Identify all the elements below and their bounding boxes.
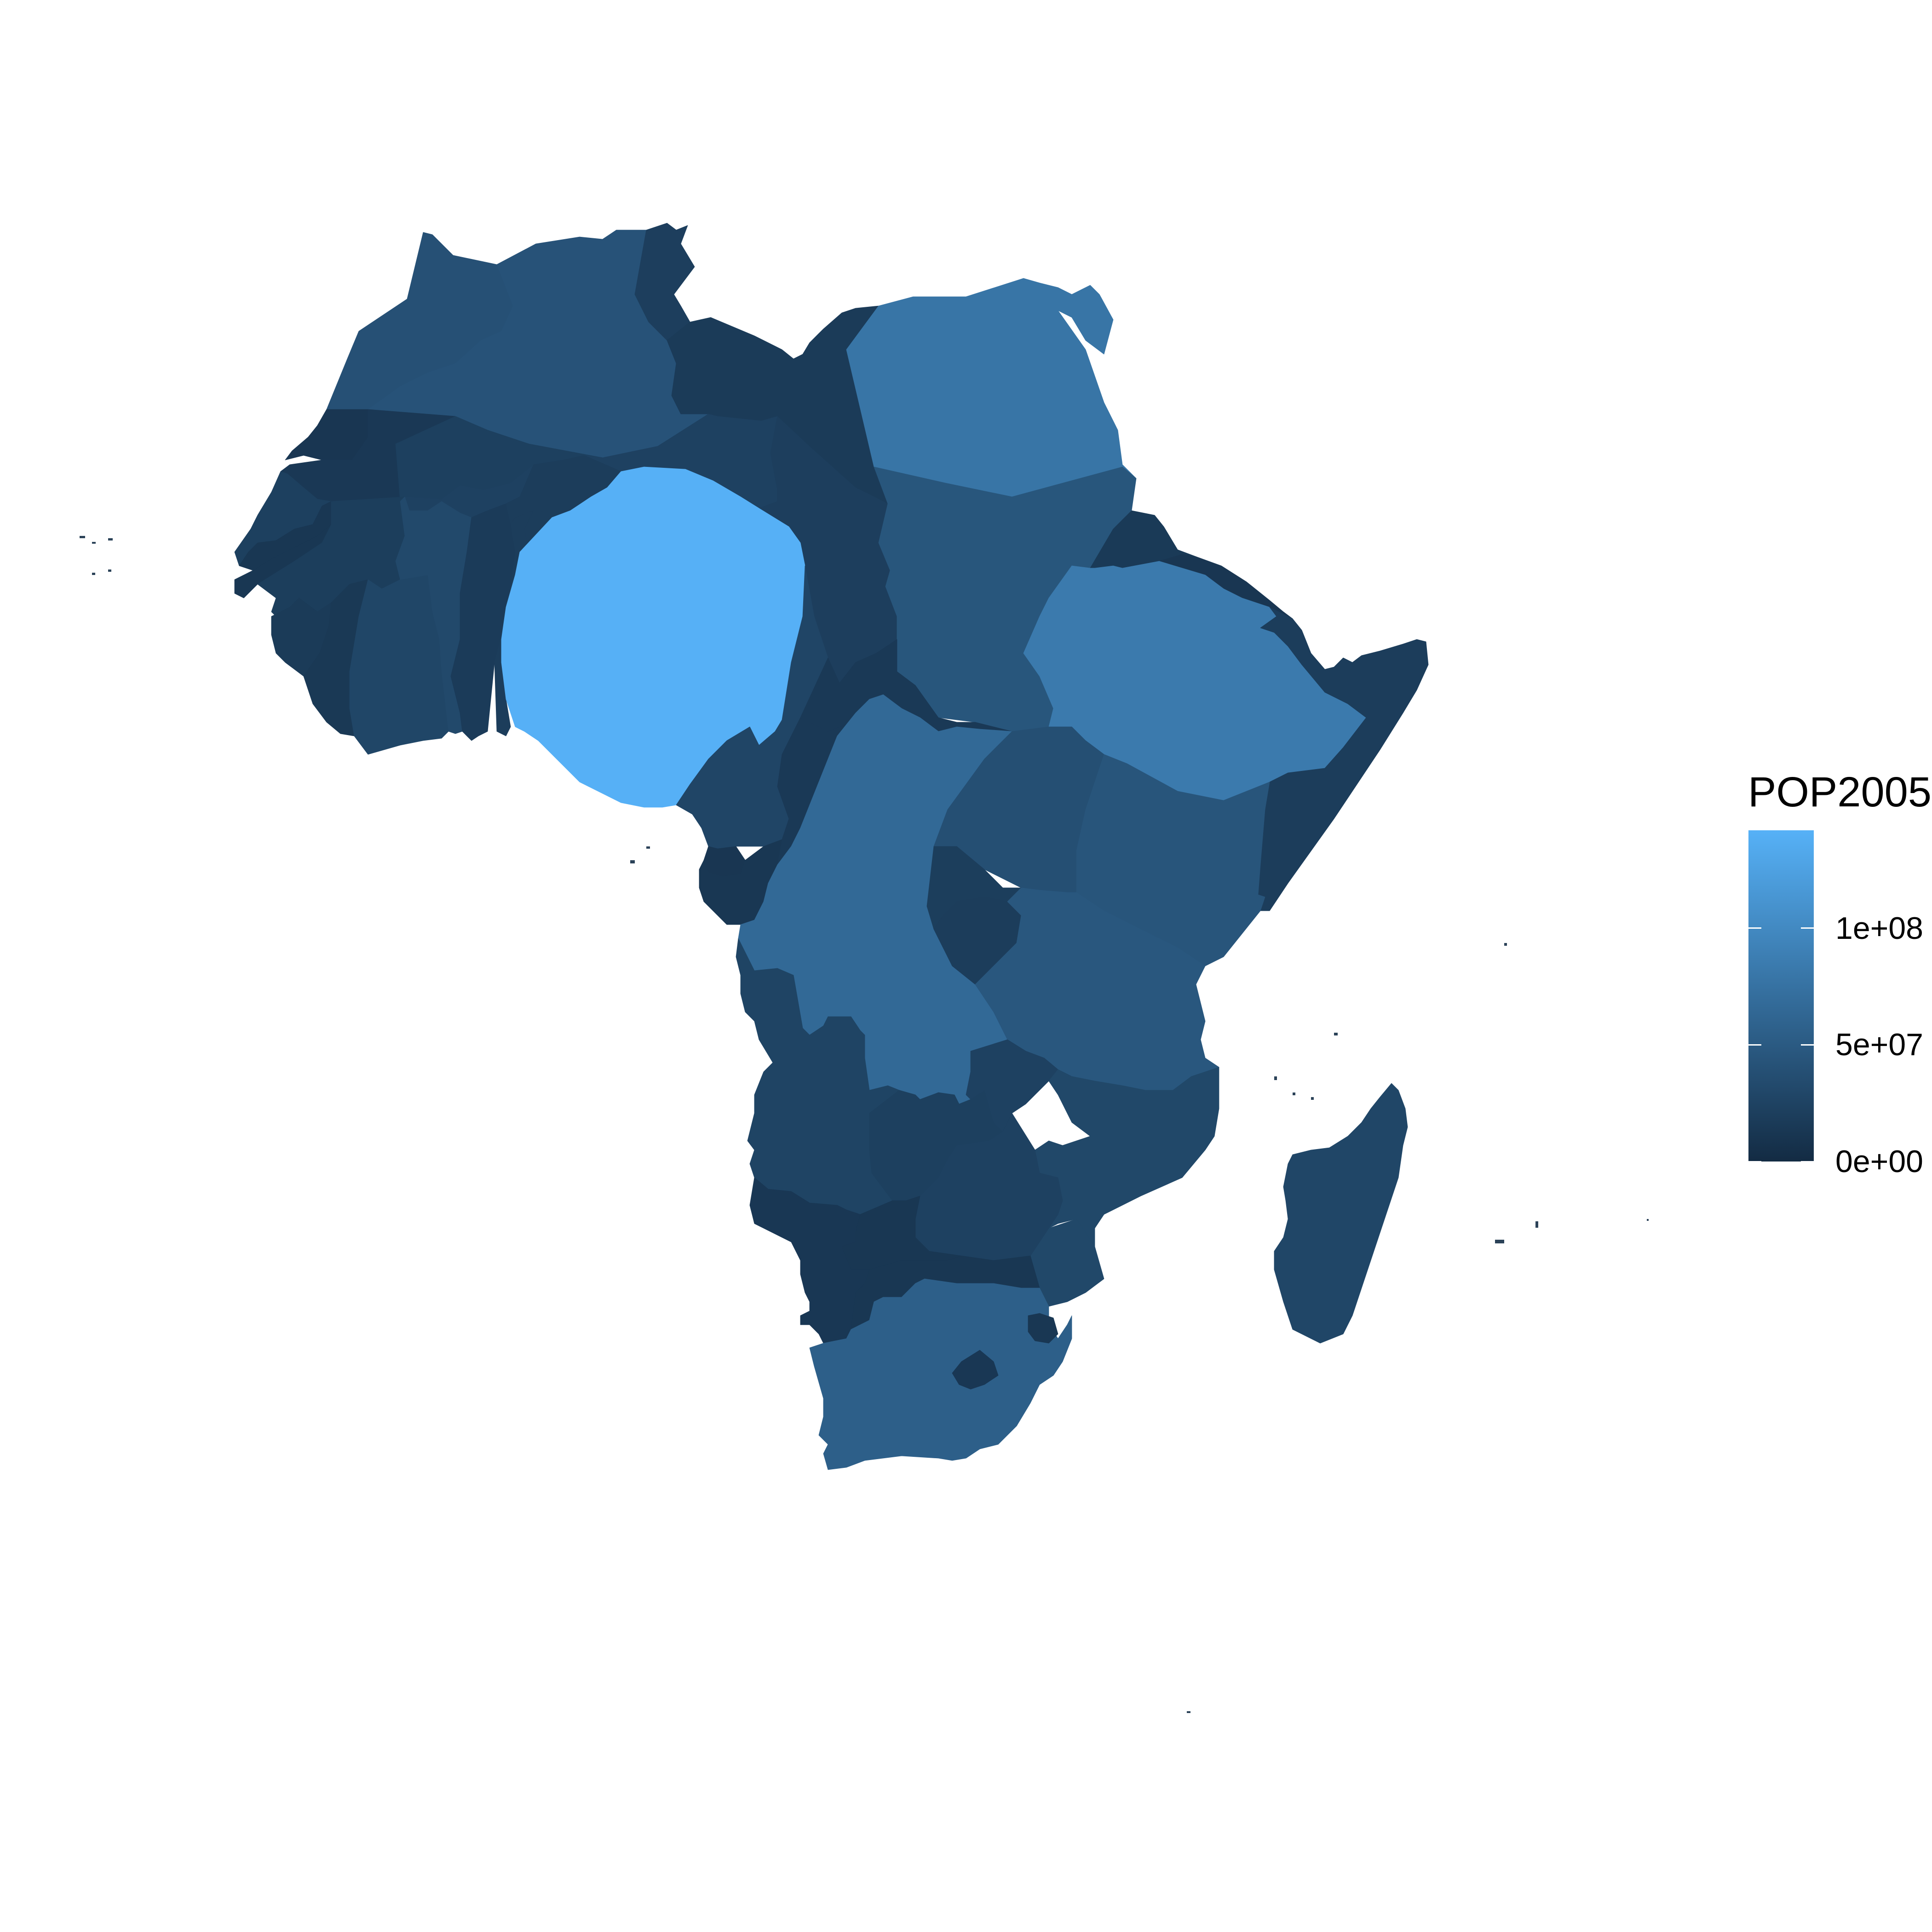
legend-tick-mark-right [1801, 1161, 1814, 1162]
region-western-sahara [285, 409, 368, 460]
region-malawi [966, 1039, 1058, 1132]
region-egypt [846, 278, 1137, 497]
region-somalia [1258, 607, 1429, 911]
legend-tick-mark-right [1801, 1044, 1814, 1046]
region-tunisia [634, 223, 695, 341]
region-layer [234, 223, 1429, 1470]
region-swaziland [1028, 1313, 1058, 1344]
legend-tick-mark-left [1748, 1044, 1761, 1046]
legend-tick-mark-left [1748, 927, 1761, 929]
region-mozambique [1035, 1067, 1219, 1247]
legend-colorbar [1748, 830, 1814, 1162]
legend: POP2005 1e+08 5e+07 0e+00 [1748, 768, 1932, 1182]
region-equatorial-guinea [703, 846, 746, 877]
legend-tick-mark-left [1748, 1161, 1761, 1162]
legend-tick-mark-right [1801, 927, 1814, 929]
legend-title: POP2005 [1748, 769, 1932, 816]
islands [80, 536, 1649, 1713]
legend-tick-label: 5e+07 [1835, 1027, 1923, 1063]
region-madagascar [1274, 1083, 1408, 1344]
region-south-africa [809, 1278, 1072, 1470]
legend-tick-label: 0e+00 [1835, 1144, 1923, 1179]
region-lesotho [952, 1350, 999, 1390]
legend-tick-label: 1e+08 [1835, 910, 1923, 946]
